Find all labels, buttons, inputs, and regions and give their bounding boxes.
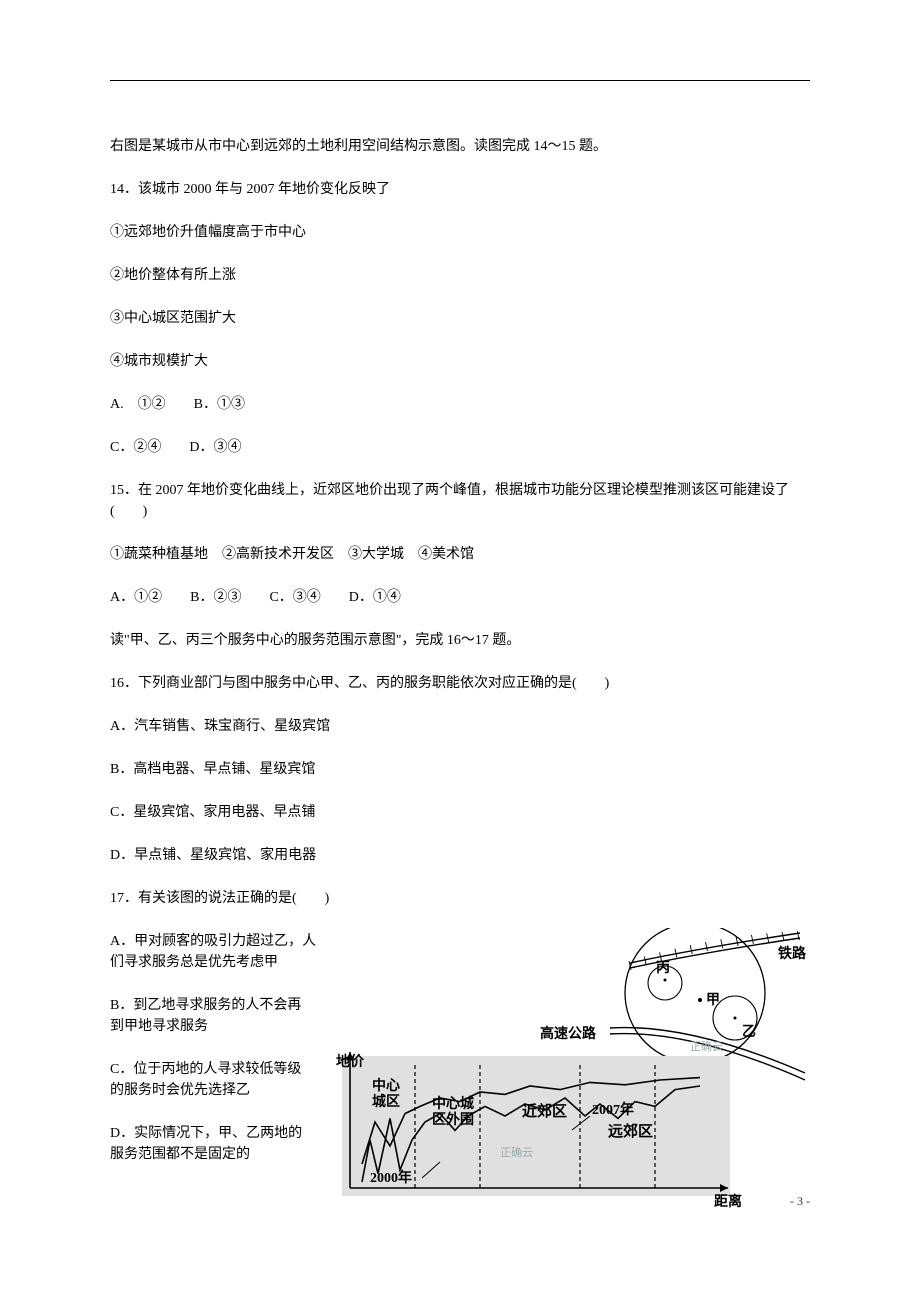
top-rule	[110, 80, 810, 81]
svg-text:正确云: 正确云	[690, 1040, 723, 1053]
q16-stem: 16．下列商业部门与图中服务中心甲、乙、丙的服务职能依次对应正确的是( )	[110, 673, 810, 694]
q14-stem: 14．该城市 2000 年与 2007 年地价变化反映了	[110, 179, 810, 200]
q14-statement-1: ①远郊地价升值幅度高于市中心	[110, 222, 810, 243]
svg-text:地价: 地价	[336, 1053, 365, 1070]
q17-stem: 17．有关该图的说法正确的是( )	[110, 888, 810, 909]
q17-a: A．甲对顾客的吸引力超过乙，人们寻求服务总是优先考虑甲	[110, 931, 330, 973]
svg-text:2000年: 2000年	[370, 1169, 412, 1186]
q16-b: B．高档电器、早点铺、星级宾馆	[110, 759, 810, 780]
svg-text:城区: 城区	[372, 1093, 400, 1110]
figure-svg: 甲丙乙铁路高速公路正确云地价距离中心城区中心城区外围近郊区远郊区2000年200…	[330, 928, 810, 1208]
svg-text:铁路: 铁路	[778, 945, 807, 962]
q16-d: D．早点铺、星级宾馆、家用电器	[110, 845, 810, 866]
svg-text:2007年: 2007年	[592, 1101, 634, 1118]
q14-statement-3: ③中心城区范围扩大	[110, 308, 810, 329]
svg-text:中心城: 中心城	[432, 1095, 474, 1112]
svg-text:乙: 乙	[742, 1024, 756, 1040]
intro-14-15: 右图是某城市从市中心到远郊的土地利用空间结构示意图。读图完成 14～15 题。	[110, 136, 810, 157]
svg-text:丙: 丙	[656, 960, 670, 976]
q14-options-cd: C．②④ D．③④	[110, 437, 810, 458]
svg-text:区外围: 区外围	[432, 1111, 474, 1128]
q17-c: C．位于丙地的人寻求较低等级的服务时会优先选择乙	[110, 1059, 310, 1101]
svg-text:甲: 甲	[706, 992, 720, 1008]
svg-text:正确云: 正确云	[500, 1146, 533, 1159]
svg-text:中心: 中心	[372, 1077, 400, 1094]
intro-16-17: 读"甲、乙、丙三个服务中心的服务范围示意图"，完成 16～17 题。	[110, 630, 810, 651]
q14-options-ab: A. ①② B．①③	[110, 394, 810, 415]
svg-text:近郊区: 近郊区	[522, 1102, 567, 1120]
q16-c: C．星级宾馆、家用电器、早点铺	[110, 802, 810, 823]
q15-options: A．①② B．②③ C．③④ D．①④	[110, 587, 810, 608]
svg-text:高速公路: 高速公路	[540, 1025, 597, 1042]
q17-d: D．实际情况下，甲、乙两地的服务范围都不是固定的	[110, 1123, 310, 1165]
svg-text:远郊区: 远郊区	[608, 1122, 653, 1140]
q15-stem: 15．在 2007 年地价变化曲线上，近郊区地价出现了两个峰值，根据城市功能分区…	[110, 480, 810, 522]
page-number: - 3 -	[790, 1194, 810, 1209]
q16-a: A．汽车销售、珠宝商行、星级宾馆	[110, 716, 810, 737]
figure-composite: 甲丙乙铁路高速公路正确云地价距离中心城区中心城区外围近郊区远郊区2000年200…	[330, 928, 810, 1208]
svg-text:距离: 距离	[714, 1193, 742, 1208]
q14-statement-2: ②地价整体有所上涨	[110, 265, 810, 286]
q15-items: ①蔬菜种植基地 ②高新技术开发区 ③大学城 ④美术馆	[110, 544, 810, 565]
q17-b: B．到乙地寻求服务的人不会再到甲地寻求服务	[110, 995, 310, 1037]
q14-statement-4: ④城市规模扩大	[110, 351, 810, 372]
